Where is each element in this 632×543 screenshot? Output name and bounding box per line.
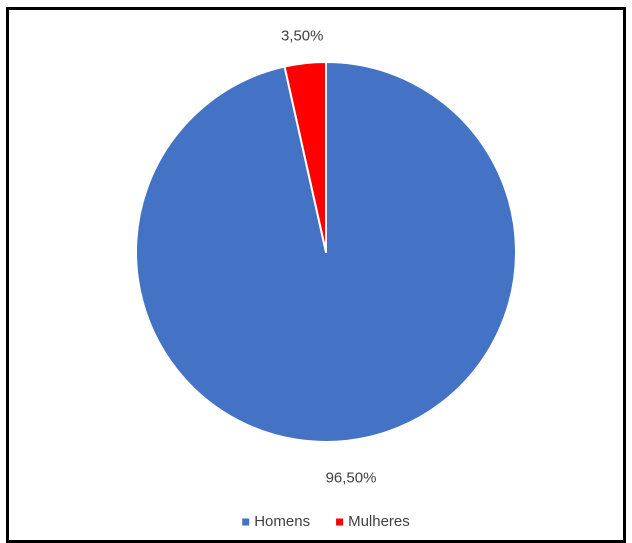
legend-swatch-homens [242,518,250,526]
data-label-mulheres: 3,50% [281,28,324,45]
data-label-homens: 96,50% [326,470,377,487]
legend-swatch-mulheres [336,518,344,526]
pie-slice-mulheres [283,61,327,253]
chart-legend: Homens Mulheres [242,513,410,530]
pie-slices [135,61,517,443]
legend-label-homens: Homens [254,513,310,530]
pie-data-labels: 96,50% 3,50% [281,28,376,487]
legend-label-mulheres: Mulheres [348,513,410,530]
